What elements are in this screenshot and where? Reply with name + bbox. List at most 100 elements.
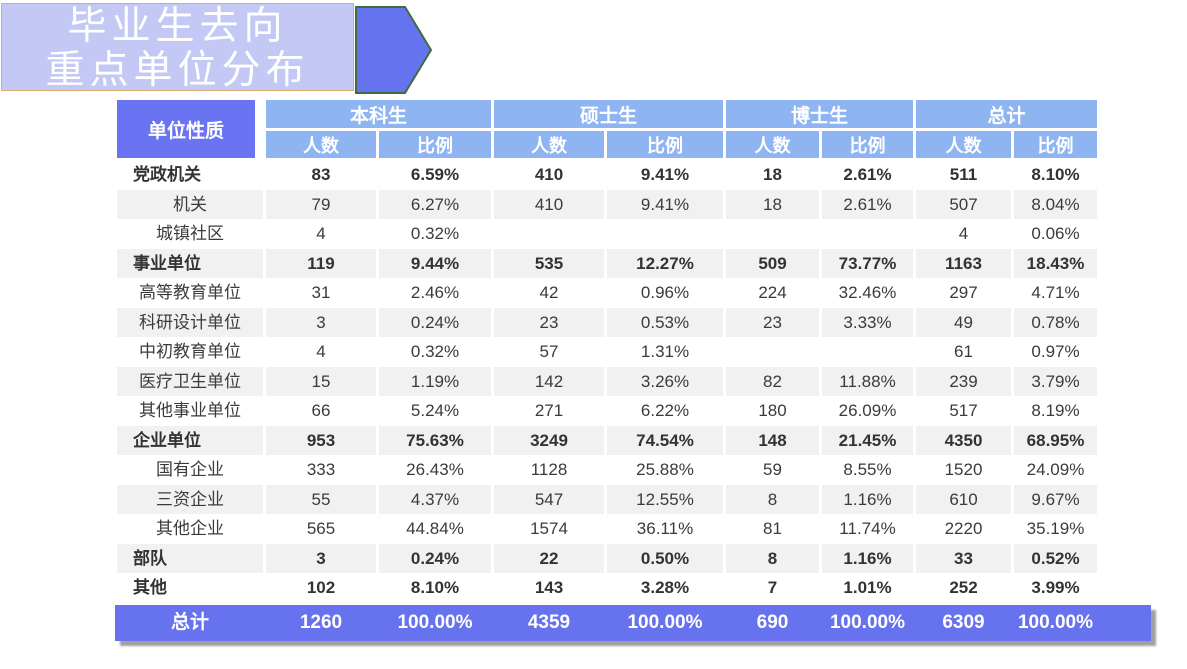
row-label: 高等教育单位	[139, 283, 241, 302]
table-cell: 9.67%	[1014, 484, 1097, 514]
row-label: 部队	[117, 543, 263, 573]
table-cell: 410	[494, 189, 604, 219]
table-cell: 8.19%	[1031, 401, 1080, 420]
table-cell: 1520	[944, 460, 983, 479]
table-row: 城镇社区 4 0.32% 4 0.06%	[117, 219, 1097, 249]
table-cell: 3.99%	[1031, 578, 1080, 597]
table-cell: 57	[539, 342, 559, 361]
row-label: 国有企业	[156, 460, 224, 479]
table-cell: 49	[916, 307, 1011, 337]
table-row: 事业单位 119 9.44% 535 12.27% 509 73.77% 1163 18.43%	[117, 248, 1097, 278]
table-row: 中初教育单位 4 0.32% 57 1.31% 61 0.97%	[117, 337, 1097, 367]
table-cell: 31	[311, 283, 331, 302]
corner-header: 单位性质	[117, 100, 255, 158]
table-cell: 42	[539, 283, 559, 302]
table-cell: 565	[306, 519, 336, 538]
arrow-right-icon	[355, 6, 433, 94]
table-cell: 2220	[944, 519, 983, 538]
title-line-2: 重点单位分布	[45, 48, 310, 93]
table-row: 高等教育单位 31 2.46% 42 0.96% 224 32.46% 297 4.71%	[117, 278, 1097, 308]
table-cell: 0.97%	[1031, 342, 1080, 361]
table-cell: 1128	[530, 460, 568, 479]
table-cell: 74.54%	[607, 425, 723, 455]
table-cell: 25.88%	[636, 460, 694, 479]
table-cell: 1.01%	[843, 578, 892, 597]
table-header: 单位性质 本科生 硕士生 博士生 总计 人数 比例 人数 比例 人数 比例 人数 比例	[117, 100, 1097, 158]
total-filler	[1100, 605, 1151, 641]
table-row: 三资企业 55 4.37% 547 12.55% 8 1.16% 610 9.67%	[117, 484, 1097, 514]
table-cell: 0.52%	[1014, 543, 1097, 573]
table-cell: 11.88%	[822, 366, 913, 396]
table-cell: 3249	[494, 425, 604, 455]
table-cell: 3.28%	[640, 578, 690, 597]
table-cell	[607, 219, 723, 249]
table-cell: 8.55%	[843, 460, 892, 479]
table-cell: 0.78%	[1014, 307, 1097, 337]
row-label: 医疗卫生单位	[117, 366, 263, 396]
table-cell: 21.45%	[822, 425, 913, 455]
table-cell: 180	[758, 401, 787, 420]
table-row: 企业单位 953 75.63% 3249 74.54% 148 21.45% 4350 68.9…	[117, 425, 1097, 455]
table-cell	[726, 219, 819, 249]
table-row: 其他事业单位 66 5.24% 271 6.22% 180 26.09% 517 8.19%	[117, 396, 1097, 426]
group-header: 硕士生	[494, 100, 723, 128]
table-cell: 0.24%	[379, 307, 491, 337]
table-cell: 8	[726, 484, 819, 514]
table-cell: 7	[767, 578, 778, 597]
table-row: 其他企业 565 44.84% 1574 36.11% 81 11.74% 2220 35.19…	[117, 514, 1097, 544]
sub-header: 比例	[379, 131, 491, 158]
table-cell: 511	[949, 165, 978, 184]
table-cell: 0.53%	[607, 307, 723, 337]
table-cell: 1163	[916, 248, 1011, 278]
row-label: 企业单位	[117, 425, 263, 455]
table-cell: 9.41%	[607, 189, 723, 219]
sub-header: 比例	[822, 131, 913, 158]
table-row: 机关 79 6.27% 410 9.41% 18 2.61% 507 8.04%	[117, 189, 1097, 219]
table-cell: 32.46%	[838, 283, 897, 302]
row-label: 科研设计单位	[117, 307, 263, 337]
table-cell: 4	[958, 224, 969, 243]
total-label: 总计	[170, 612, 209, 633]
table-cell: 18	[726, 189, 819, 219]
table-cell: 0.32%	[410, 224, 460, 243]
table-cell: 224	[758, 283, 787, 302]
table-cell: 2.61%	[822, 189, 913, 219]
table-cell: 1574	[530, 519, 568, 538]
total-cell: 1260	[299, 612, 343, 633]
table-cell: 102	[306, 578, 336, 597]
total-cell: 100.00%	[829, 612, 905, 633]
row-label: 事业单位	[117, 248, 263, 278]
row-label: 党政机关	[133, 165, 201, 184]
table-cell: 1.16%	[822, 484, 913, 514]
sub-header: 人数	[266, 131, 376, 158]
table-cell: 11.74%	[839, 519, 896, 538]
table-cell: 18	[763, 165, 782, 184]
table-cell: 73.77%	[822, 248, 913, 278]
arrow-icon	[355, 6, 433, 94]
table-cell: 33	[916, 543, 1011, 573]
table-cell: 271	[534, 401, 564, 420]
table-cell: 0.32%	[410, 342, 460, 361]
table-row: 部队 3 0.24% 22 0.50% 8 1.16% 33 0.52%	[117, 543, 1097, 573]
table-cell	[822, 337, 913, 367]
row-label: 中初教育单位	[139, 342, 241, 361]
table-cell: 5.24%	[410, 401, 460, 420]
table-cell: 24.09%	[1026, 460, 1085, 479]
table-cell: 9.44%	[379, 248, 491, 278]
table-cell: 3	[266, 307, 376, 337]
table-cell: 1.31%	[640, 342, 690, 361]
total-cell: 690	[756, 612, 789, 633]
table-cell: 26.43%	[406, 460, 464, 479]
table-cell: 535	[494, 248, 604, 278]
table-cell: 79	[266, 189, 376, 219]
sub-header: 人数	[916, 131, 1011, 158]
table-cell: 148	[726, 425, 819, 455]
table-body: 党政机关 83 6.59% 410 9.41% 18 2.61% 511 8.10% 机关 79 6.…	[117, 160, 1097, 603]
title-line-1: 毕业生去向	[67, 4, 288, 49]
table-cell: 6.22%	[640, 401, 690, 420]
table-cell: 1.19%	[379, 366, 491, 396]
table-cell: 61	[954, 342, 973, 361]
total-cell: 100.00%	[627, 612, 703, 633]
table-cell: 18.43%	[1014, 248, 1097, 278]
